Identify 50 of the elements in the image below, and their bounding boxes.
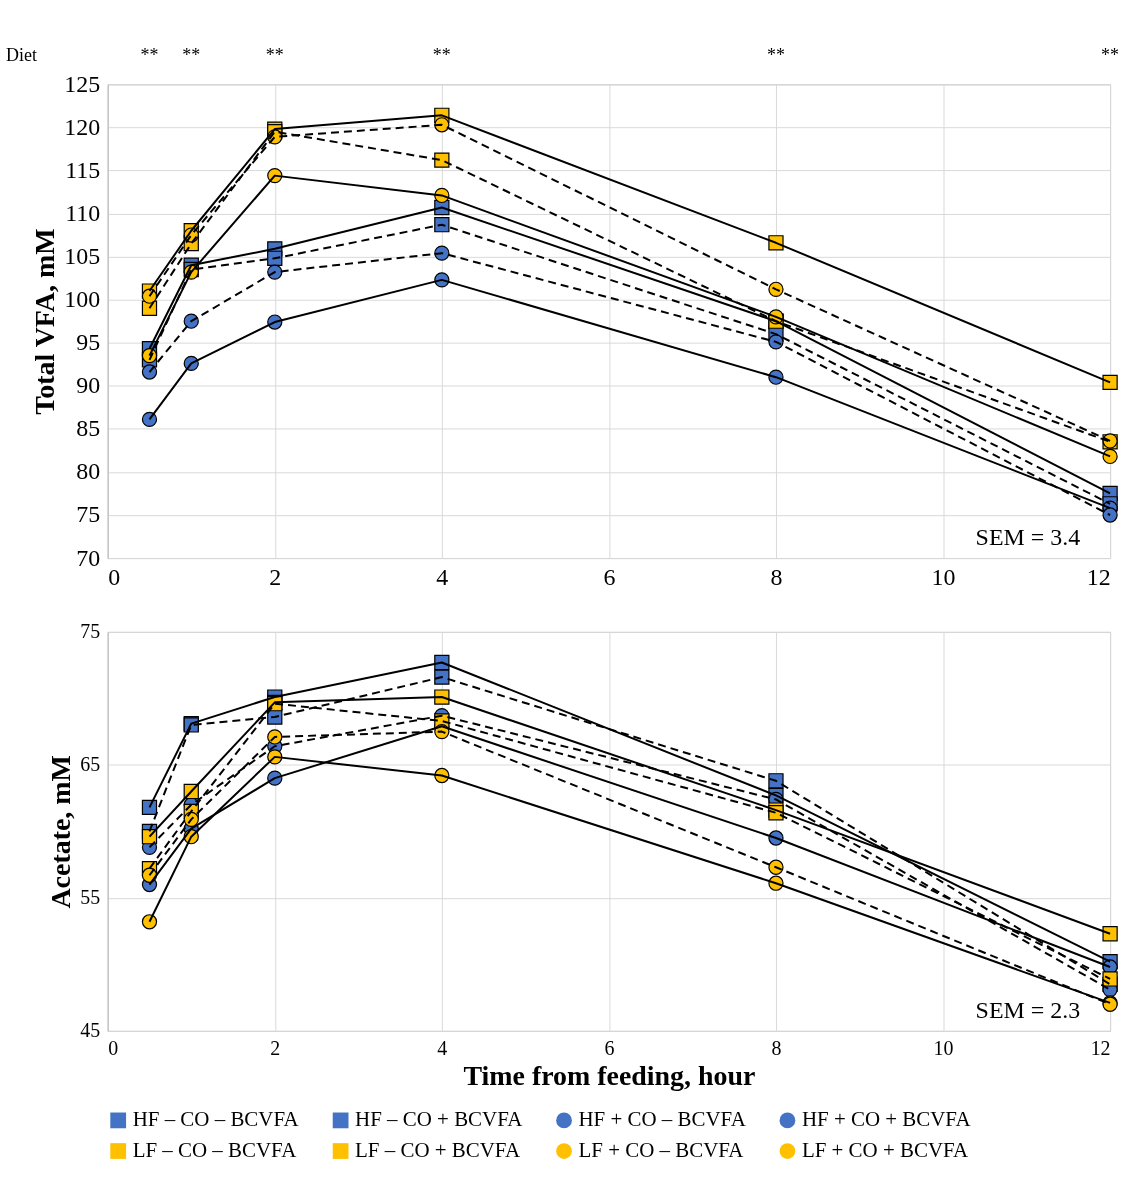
x-tick-label: 4	[437, 1037, 448, 1060]
y-tick-label: 80	[76, 458, 101, 485]
x-tick-label: 8	[770, 564, 783, 591]
x-tick-label: 2	[270, 1037, 281, 1060]
x-tick-label: 10	[931, 564, 956, 591]
y-tick-label: 85	[76, 415, 101, 442]
x-tick-label: 6	[603, 564, 616, 591]
x-tick-label: 8	[771, 1037, 782, 1060]
x-tick-label: 0	[108, 564, 121, 591]
x-tick-label: 6	[604, 1037, 615, 1060]
y-tick-label: 75	[76, 501, 101, 528]
legend-label: LF + CO – BCVFA	[578, 1138, 744, 1162]
legend-label: HF – CO – BCVFA	[132, 1107, 299, 1132]
x-tick-label: 10	[933, 1037, 954, 1060]
legend-label: HF + CO + BCVFA	[801, 1107, 971, 1132]
x-axis-title: Time from feeding, hour	[463, 1060, 756, 1092]
y-tick-label: 90	[76, 372, 101, 399]
x-tick-label: 12	[1090, 1037, 1111, 1060]
y-tick-label: 115	[65, 156, 101, 183]
y-tick-label: 110	[65, 200, 101, 226]
annotation: SEM = 2.3	[975, 996, 1081, 1023]
legend-label: LF + CO + BCVFA	[801, 1138, 969, 1162]
text: **	[767, 45, 785, 66]
y-tick-label: 65	[80, 753, 101, 776]
text: **	[140, 45, 159, 66]
y-tick-label: 55	[80, 886, 101, 909]
y-tick-label: 105	[64, 243, 101, 270]
y-tick-label: 95	[76, 329, 101, 356]
y-tick-label: 100	[64, 286, 101, 313]
y-tick-label: 125	[64, 70, 101, 97]
legend-label: HF + CO – BCVFA	[578, 1107, 746, 1132]
x-tick-label: 12	[1086, 564, 1111, 591]
x-tick-label: 4	[436, 564, 449, 591]
legend-label: LF – CO – BCVFA	[132, 1138, 297, 1162]
text: **	[1101, 45, 1120, 66]
text: Diet	[5, 45, 37, 66]
text: **	[182, 45, 201, 66]
y-tick-label: 75	[80, 620, 101, 643]
x-tick-label: 0	[108, 1037, 119, 1060]
y-tick-label: 120	[64, 113, 101, 140]
y-tick-label: 45	[80, 1019, 101, 1042]
y-tick-label: 70	[76, 544, 101, 571]
text: **	[265, 45, 284, 66]
legend-label: HF – CO + BCVFA	[355, 1107, 523, 1132]
y-axis-title: Acetate, mM	[45, 755, 77, 909]
text: **	[432, 45, 451, 66]
legend-label: LF – CO + BCVFA	[355, 1138, 521, 1162]
annotation: SEM = 3.4	[975, 524, 1081, 551]
y-axis-title: Total VFA, mM	[29, 228, 61, 415]
x-tick-label: 2	[269, 564, 282, 591]
